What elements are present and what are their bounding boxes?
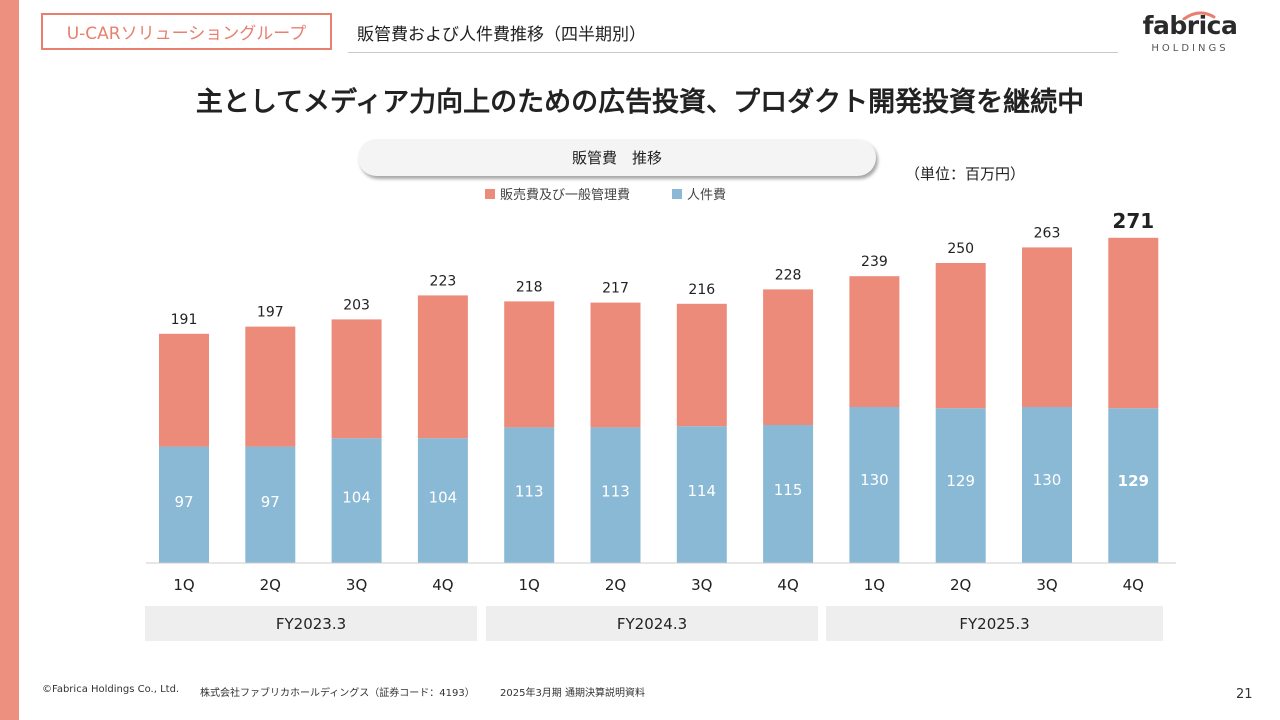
chart-title: 販管費 推移 [358,139,876,176]
bar-labor [331,438,382,563]
bar-labor [676,426,727,563]
bar-sga [1108,237,1159,409]
bar-sga [676,303,727,427]
bar-label-labor: 114 [687,482,716,500]
bar-sga [1022,247,1072,407]
bar-sga [935,263,986,409]
x-tick-label: 1Q [519,576,540,594]
company-logo: fabrica HOLDINGS [1140,12,1240,62]
footer-document: 2025年3月期 通期決算説明資料 [500,688,645,699]
bar-sga [504,301,555,428]
page-number: 21 [1236,687,1253,702]
bar-total-label: 271 [1112,209,1154,233]
bar-label-labor: 129 [946,472,975,490]
fy-group-label: FY2023.3 [145,606,477,641]
bar-label-labor: 113 [601,482,630,500]
bar-label-labor: 115 [774,481,803,499]
unit-label: （単位：百万円） [905,165,1026,183]
legend-label-sga: 販売費及び一般管理費 [500,188,631,203]
bar-sga [417,295,468,439]
bar-label-labor: 97 [261,493,280,511]
legend-label-labor: 人件費 [687,188,727,203]
header-divider [348,52,1118,53]
footer-company: 株式会社ファブリカホールディングス（証券コード：4193） [200,688,475,699]
bar-total-label: 218 [516,279,543,295]
fy-group-label: FY2025.3 [826,606,1163,641]
x-tick-label: 4Q [1123,576,1144,594]
x-tick-label: 2Q [950,576,971,594]
bar-label-labor: 104 [429,488,458,506]
page-title: 主としてメディア力向上のための広告投資、プロダクト開発投資を継続中 [195,87,1085,118]
bar-total-label: 239 [861,254,888,270]
page-subtitle: 販管費および人件費推移（四半期別） [357,25,646,45]
x-tick-label: 1Q [173,576,194,594]
bar-labor [1022,407,1072,563]
bar-total-label: 191 [171,312,198,328]
bar-labor [849,407,900,563]
bar-labor [590,427,641,563]
legend-item-sga: 販売費及び一般管理費 [485,184,630,203]
footer-copyright: ©Fabrica Holdings Co., Ltd. [42,684,180,695]
bar-label-labor: 130 [860,471,889,489]
bar-label-labor: 129 [1118,472,1149,490]
x-tick-label: 1Q [864,576,885,594]
bar-total-label: 217 [602,281,629,297]
bar-label-labor: 113 [515,482,544,500]
x-tick-label: 4Q [777,576,798,594]
x-tick-label: 3Q [1036,576,1057,594]
bar-label-labor: 104 [342,488,371,506]
bar-total-label: 203 [343,297,370,313]
group-tag: U-CARソリューショングループ [41,13,332,50]
x-tick-label: 3Q [346,576,367,594]
x-tick-label: 2Q [605,576,626,594]
bar-sga [590,302,641,428]
bar-labor [245,446,296,563]
bar-label-labor: 97 [174,493,193,511]
bar-labor [417,438,468,563]
bar-total-label: 263 [1034,225,1061,241]
x-tick-label: 4Q [432,576,453,594]
bar-labor [1108,408,1159,563]
bar-labor [159,446,209,563]
bar-sga [331,319,382,439]
fy-group-label: FY2024.3 [486,606,818,641]
bar-sga [159,333,209,447]
x-tick-label: 3Q [691,576,712,594]
bar-label-labor: 130 [1033,471,1062,489]
bar-total-label: 223 [430,273,457,289]
bar-sga [849,276,900,407]
legend-swatch-sga [485,188,495,199]
bar-total-label: 197 [257,305,284,321]
bar-labor [504,427,555,563]
x-tick-label: 2Q [260,576,281,594]
legend-swatch-labor [672,188,683,199]
bar-total-label: 216 [688,282,715,298]
bar-labor [763,425,814,563]
bar-sga [245,326,296,447]
legend-item-labor: 人件費 [672,184,726,203]
bar-sga [763,289,814,425]
logo-subtext: HOLDINGS [1151,43,1229,54]
bar-total-label: 250 [947,241,974,257]
bar-labor [935,408,986,563]
chart-legend: 販売費及び一般管理費 人件費 [485,184,726,203]
left-accent-bar [0,0,19,720]
bar-total-label: 228 [775,267,802,283]
logo-arc-icon [1182,11,1216,20]
